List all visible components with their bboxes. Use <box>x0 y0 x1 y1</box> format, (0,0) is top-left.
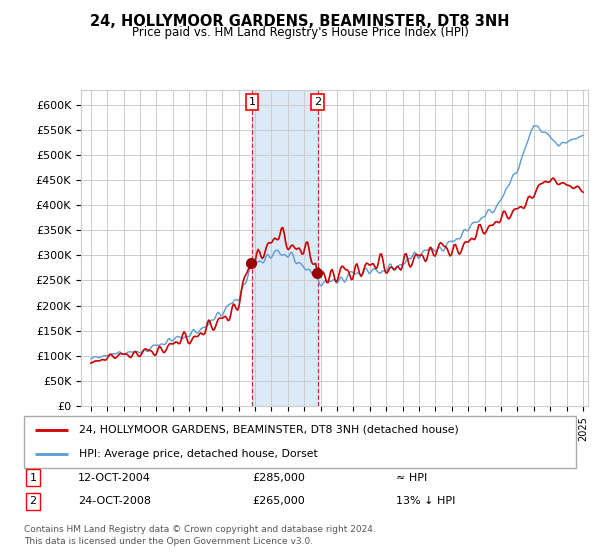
Text: £265,000: £265,000 <box>252 496 305 506</box>
Text: Price paid vs. HM Land Registry's House Price Index (HPI): Price paid vs. HM Land Registry's House … <box>131 26 469 39</box>
Text: 12-OCT-2004: 12-OCT-2004 <box>78 473 151 483</box>
Text: HPI: Average price, detached house, Dorset: HPI: Average price, detached house, Dors… <box>79 449 318 459</box>
Text: 24-OCT-2008: 24-OCT-2008 <box>78 496 151 506</box>
Bar <box>252 90 318 406</box>
Text: 1: 1 <box>248 97 256 107</box>
Text: Contains HM Land Registry data © Crown copyright and database right 2024.
This d: Contains HM Land Registry data © Crown c… <box>24 525 376 546</box>
Text: ≈ HPI: ≈ HPI <box>396 473 427 483</box>
Text: 2: 2 <box>314 97 322 107</box>
Text: 2: 2 <box>29 496 37 506</box>
Text: 24, HOLLYMOOR GARDENS, BEAMINSTER, DT8 3NH (detached house): 24, HOLLYMOOR GARDENS, BEAMINSTER, DT8 3… <box>79 425 459 435</box>
Text: 13% ↓ HPI: 13% ↓ HPI <box>396 496 455 506</box>
Text: 24, HOLLYMOOR GARDENS, BEAMINSTER, DT8 3NH: 24, HOLLYMOOR GARDENS, BEAMINSTER, DT8 3… <box>90 14 510 29</box>
Text: 1: 1 <box>29 473 37 483</box>
Text: £285,000: £285,000 <box>252 473 305 483</box>
